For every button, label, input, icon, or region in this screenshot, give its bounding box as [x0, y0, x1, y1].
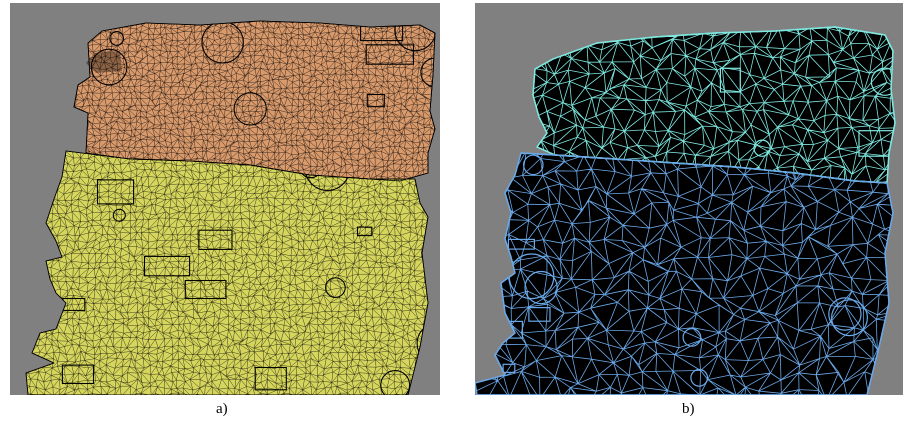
part-outline [532, 26, 896, 184]
mesh-render-a [25, 20, 436, 395]
mesh-features [719, 67, 895, 157]
caption-a: a) [216, 401, 228, 417]
caption-b: b) [682, 401, 695, 417]
mesh-features [74, 21, 435, 178]
part-outline [475, 152, 894, 395]
part-outline [25, 150, 429, 395]
panel-a-fine-mesh [10, 3, 440, 395]
mesh-wireframe [26, 151, 428, 395]
part-outline [73, 20, 436, 182]
mesh-render-b [475, 26, 896, 395]
panel-b-coarse-mesh [475, 3, 903, 395]
